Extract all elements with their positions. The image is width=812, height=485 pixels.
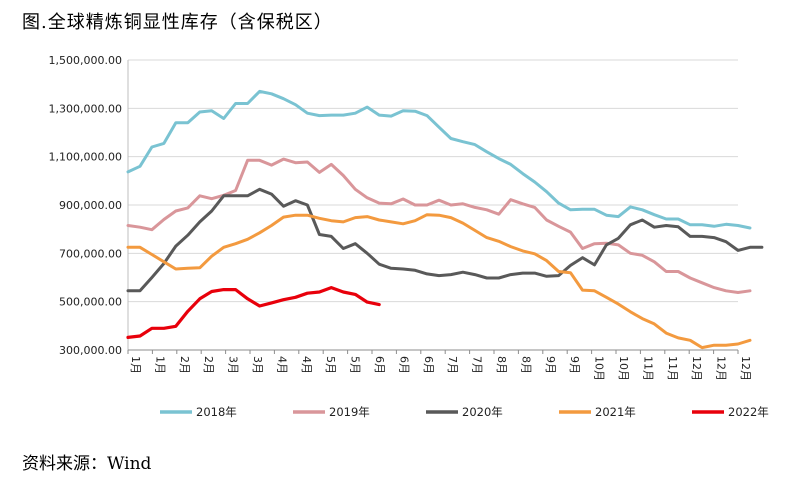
legend-label: 2020年 xyxy=(462,405,503,419)
series-line-2019年 xyxy=(126,157,752,294)
x-tick-label: 10月 xyxy=(593,356,606,381)
x-tick-label: 9月 xyxy=(568,356,581,374)
x-tick-label: 10月 xyxy=(617,356,630,381)
x-tick-label: 12月 xyxy=(715,356,728,381)
y-tick-label: 900,000.00 xyxy=(59,199,122,212)
y-tick-label: 1,300,000.00 xyxy=(49,102,122,115)
y-tick-label: 500,000.00 xyxy=(59,296,122,309)
x-tick-label: 8月 xyxy=(495,356,508,374)
x-tick-label: 6月 xyxy=(397,356,410,374)
y-tick-label: 1,100,000.00 xyxy=(49,151,122,164)
x-tick-label: 2月 xyxy=(202,356,215,374)
x-tick-label: 11月 xyxy=(666,356,679,381)
x-tick-label: 4月 xyxy=(300,356,313,374)
x-tick-label: 9月 xyxy=(544,356,557,374)
y-tick-label: 1,500,000.00 xyxy=(49,54,122,67)
x-tick-label: 7月 xyxy=(446,356,459,374)
legend-label: 2019年 xyxy=(329,405,370,419)
series-line-2018年 xyxy=(126,89,752,230)
x-axis: 1月 1月 2月 2月 3月 3月 4月 4月 5月 5月 6月 6月 6月 7月 7月 8月 8月 9月 9月 10… xyxy=(127,350,752,381)
series-lines xyxy=(126,89,764,350)
legend: 2018年 2019年 2020年 2021年 2022年 xyxy=(160,405,769,419)
x-tick-label: 12月 xyxy=(690,356,703,381)
legend-label: 2022年 xyxy=(728,405,769,419)
x-tick-label: 1月 xyxy=(129,356,142,374)
series-line-2022年 xyxy=(126,286,381,339)
x-tick-label: 7月 xyxy=(471,356,484,374)
x-tick-label: 6月 xyxy=(422,356,435,374)
x-tick-label: 3月 xyxy=(251,356,264,374)
x-tick-label: 2月 xyxy=(178,356,191,374)
x-tick-label: 6月 xyxy=(373,356,386,374)
x-tick-label: 4月 xyxy=(275,356,288,374)
x-tick-label: 5月 xyxy=(349,356,362,374)
series-line-2020年 xyxy=(126,187,764,293)
x-tick-label: 1月 xyxy=(153,356,166,374)
x-tick-label: 5月 xyxy=(324,356,337,374)
chart-title: 图.全球精炼铜显性库存（含保税区） xyxy=(22,12,333,33)
y-tick-label: 300,000.00 xyxy=(59,344,122,357)
x-tick-label: 11月 xyxy=(641,356,654,381)
plot-area xyxy=(127,60,738,351)
x-tick-label: 8月 xyxy=(519,356,532,374)
x-tick-label: 12月 xyxy=(739,356,752,381)
y-axis: 300,000.00 500,000.00 700,000.00 900,000.00… xyxy=(49,54,122,357)
y-tick-label: 700,000.00 xyxy=(59,247,122,260)
x-tick-label: 3月 xyxy=(227,356,240,374)
source-note: 资料来源：Wind xyxy=(22,454,152,474)
legend-label: 2021年 xyxy=(595,405,636,419)
series-line-2021年 xyxy=(126,213,752,350)
gridlines xyxy=(128,59,738,351)
legend-label: 2018年 xyxy=(196,405,237,419)
